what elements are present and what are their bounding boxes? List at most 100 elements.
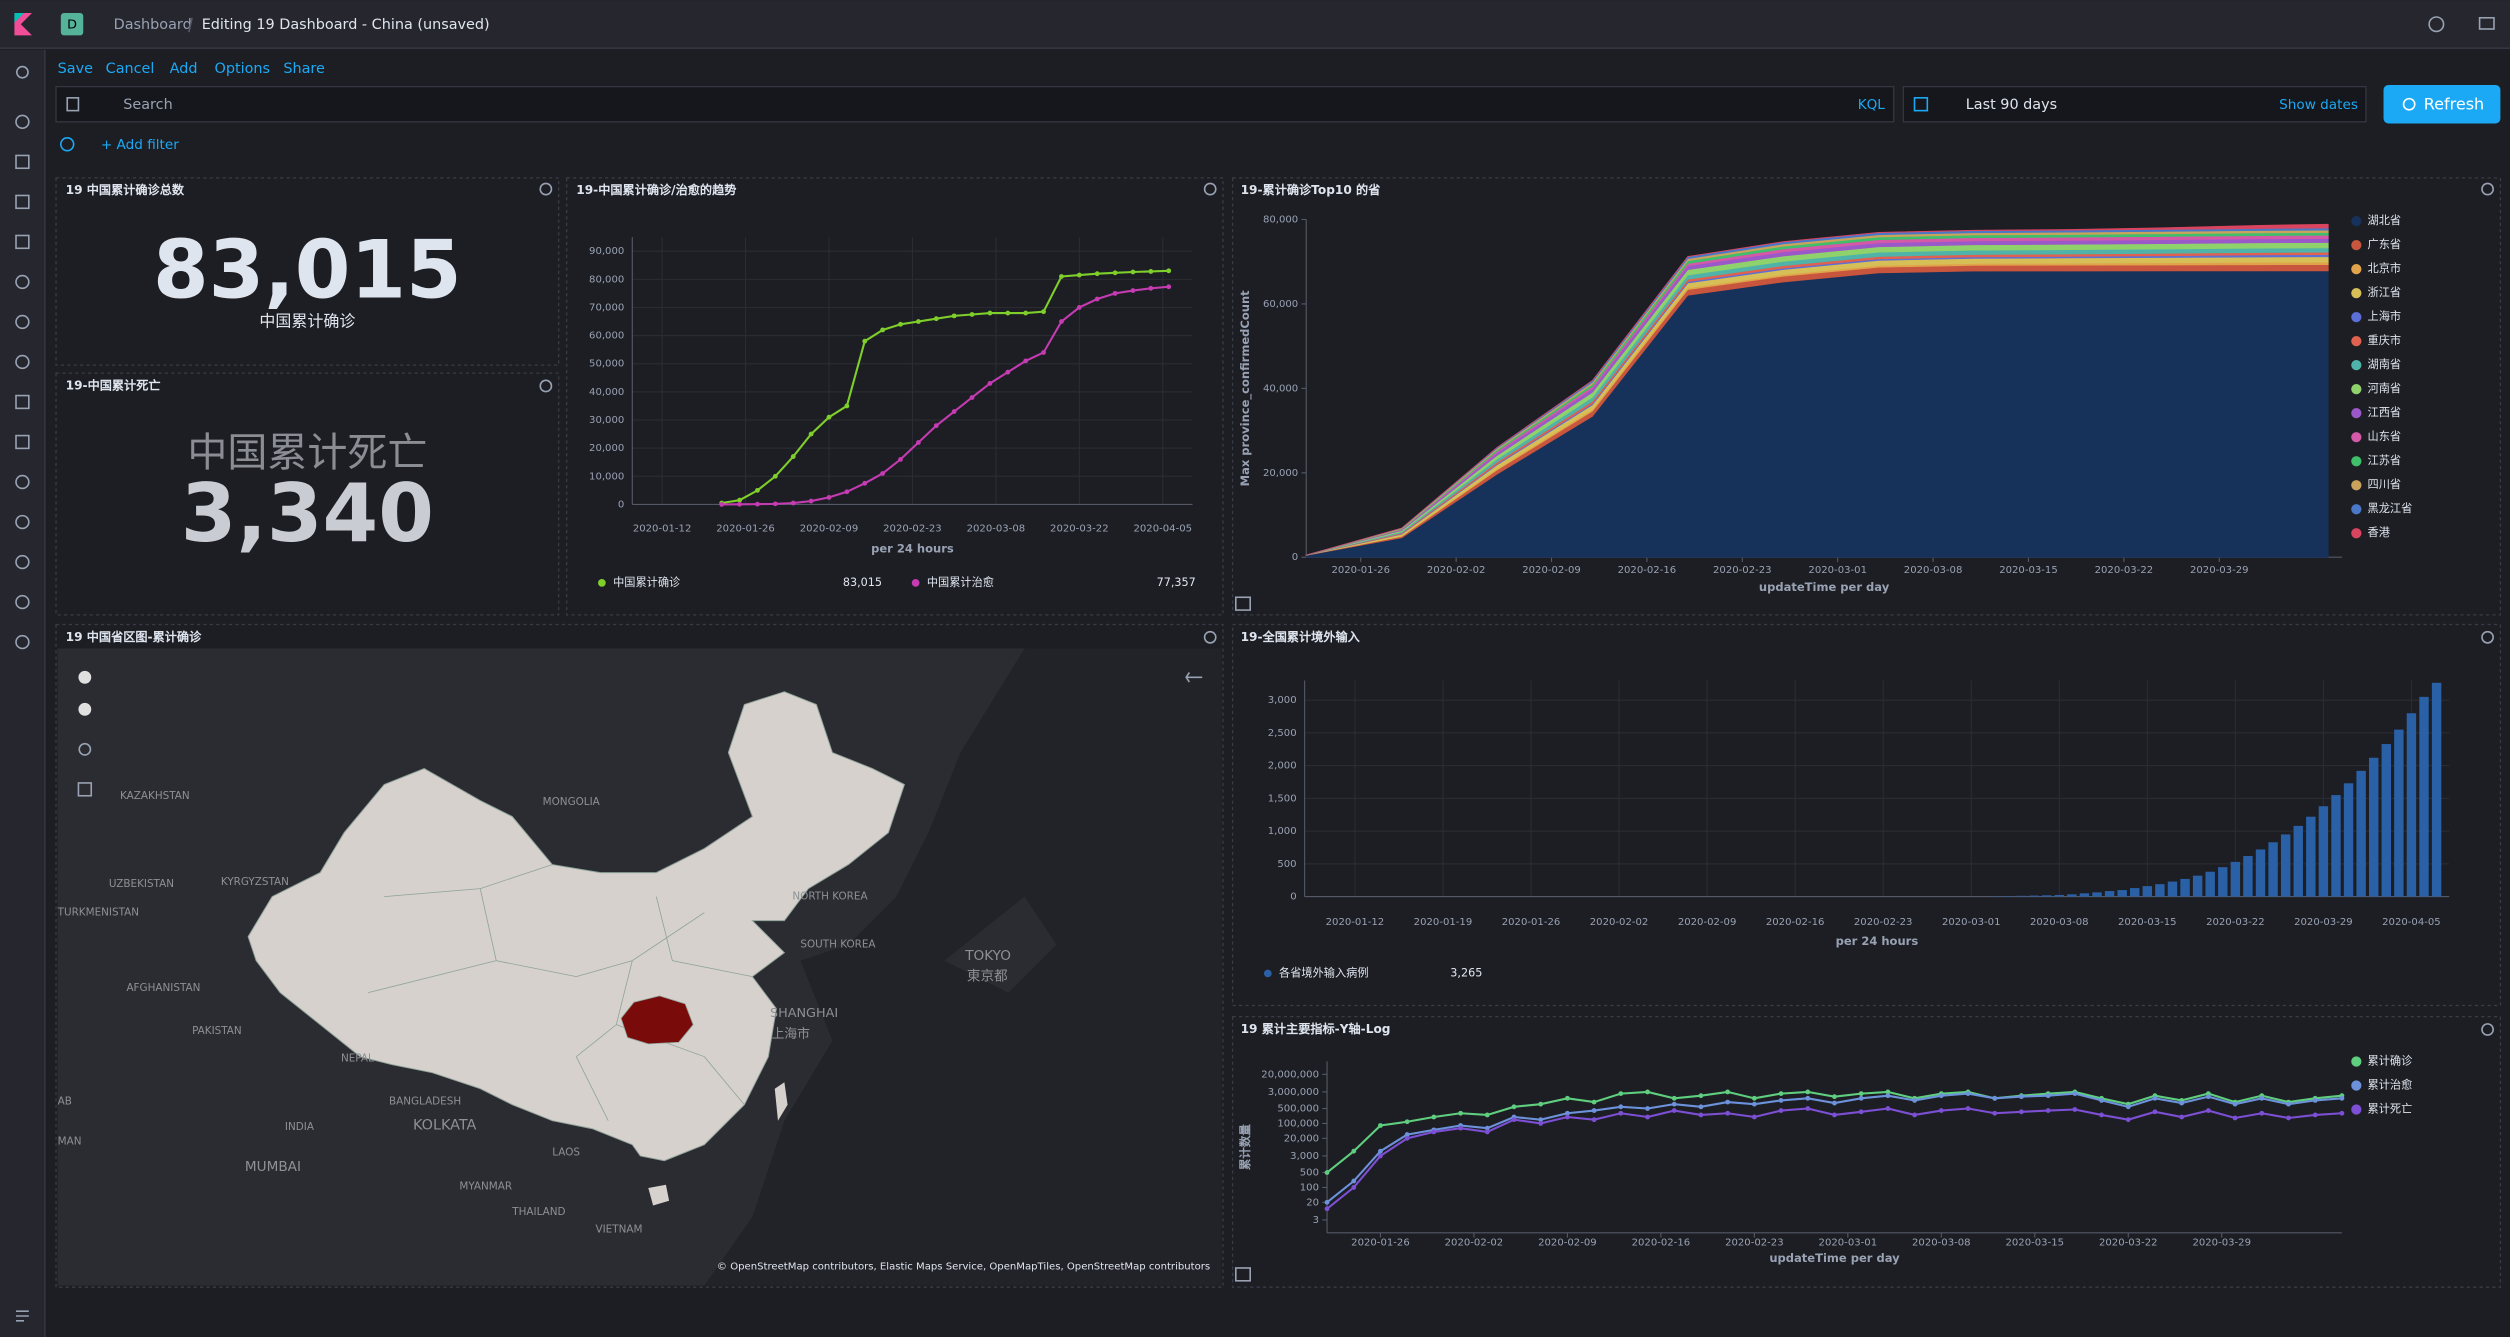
filter-icon[interactable] (60, 137, 75, 152)
point (2019, 1094, 2024, 1100)
kibana-logo[interactable] (14, 12, 33, 36)
nav-icon[interactable] (15, 474, 30, 490)
x-tick-label: 2020-02-23 (1854, 917, 1913, 928)
y-tick-label: 500 (1300, 1168, 1319, 1179)
nav-icon[interactable] (15, 194, 30, 210)
date-picker[interactable] (1902, 85, 2367, 123)
point (790, 454, 796, 459)
nav-icon[interactable] (15, 154, 30, 170)
y-tick-label: 1,000 (1268, 826, 1297, 837)
breadcrumb-root[interactable]: Dashboard (114, 17, 192, 33)
nav-icon[interactable] (15, 594, 30, 610)
panel-gear[interactable] (1203, 630, 1217, 644)
legend-label: 累计确诊 (2368, 1053, 2413, 1067)
query-language[interactable]: KQL (1858, 97, 1886, 113)
panel-gear[interactable] (539, 379, 553, 393)
zoom-out[interactable] (78, 702, 92, 716)
zoom-in[interactable] (78, 670, 92, 684)
panel-gear[interactable] (2481, 1023, 2494, 1036)
nav-icon[interactable] (15, 514, 30, 530)
menu-add[interactable]: Add (170, 61, 198, 77)
bar (2268, 842, 2278, 897)
panel (55, 372, 560, 616)
nav-icon[interactable] (15, 394, 30, 410)
legend-swatch (2351, 528, 2362, 539)
point (969, 312, 975, 317)
point (987, 310, 993, 316)
y-tick-label: 100,000 (1277, 1118, 1319, 1129)
point (2125, 1104, 2131, 1110)
x-tick-label: 2020-03-08 (967, 523, 1026, 534)
point (951, 409, 957, 414)
saved-query-icon[interactable] (66, 97, 80, 112)
x-tick-label: 2020-04-05 (2382, 917, 2441, 928)
map-label: 東京都 (967, 969, 1008, 985)
show-dates[interactable]: Show dates (2279, 97, 2358, 113)
panel-gear[interactable] (1203, 182, 1217, 196)
point (1148, 269, 1154, 274)
fit-bounds[interactable] (78, 742, 92, 756)
china[interactable] (247, 691, 906, 1162)
line (721, 285, 1169, 506)
legend-toggle[interactable] (1234, 1267, 1251, 1282)
menu-options[interactable]: Options (215, 61, 271, 77)
nav-icon[interactable] (15, 114, 30, 130)
x-axis-title: updateTime per day (1759, 580, 1890, 594)
x-tick-label: 2020-01-26 (716, 523, 775, 534)
point (1885, 1089, 1891, 1095)
nav-icon[interactable] (16, 65, 29, 79)
nav-icon[interactable] (15, 234, 30, 250)
calendar-icon[interactable] (1913, 97, 1929, 112)
legend-label: 湖南省 (2368, 357, 2402, 371)
mail-icon[interactable] (2478, 16, 2495, 30)
x-tick-label: 2020-02-09 (1538, 1237, 1597, 1248)
hubei[interactable] (620, 995, 694, 1045)
point (1484, 1125, 1490, 1131)
point (1832, 1112, 1837, 1118)
space-badge[interactable] (60, 12, 84, 36)
map[interactable]: KAZAKHSTAN MONGOLIA KYRGYZSTAN UZBEKISTA… (57, 648, 1222, 1286)
panel-gear[interactable] (2481, 182, 2494, 196)
nav-icon[interactable] (15, 314, 30, 330)
time-range[interactable]: Last 90 days (1966, 97, 2057, 113)
menu-share[interactable]: Share (283, 61, 325, 77)
point (1698, 1112, 1704, 1118)
help-icon[interactable] (2428, 16, 2445, 33)
menu-cancel[interactable]: Cancel (106, 61, 155, 77)
add-filter[interactable]: + Add filter (101, 137, 179, 153)
layer-toggle[interactable] (1185, 672, 1203, 683)
y-tick-label: 40,000 (1263, 383, 1298, 394)
point (1041, 309, 1046, 315)
legend-label: 江苏省 (2368, 454, 2402, 467)
hainan[interactable] (648, 1184, 670, 1206)
taiwan[interactable] (774, 1082, 788, 1121)
panel-gear[interactable] (2481, 630, 2494, 644)
draw-tool[interactable] (77, 782, 93, 797)
nav-icon[interactable] (15, 434, 30, 450)
nav-icon[interactable] (15, 354, 30, 370)
panel-gear[interactable] (539, 182, 553, 196)
nav-icon[interactable] (15, 634, 30, 650)
y-tick-label: 500,000 (1277, 1104, 1319, 1115)
menu-save[interactable]: Save (58, 61, 93, 77)
search-input[interactable] (55, 85, 1895, 123)
point (933, 423, 939, 429)
map-label: MONGOLIA (543, 796, 601, 808)
x-tick-label: 2020-03-01 (1808, 565, 1867, 576)
x-tick-label: 2020-03-22 (1050, 523, 1109, 534)
point (1351, 1178, 1357, 1184)
map-label: LAOS (552, 1147, 580, 1159)
legend-swatch (2351, 215, 2362, 227)
bar (2029, 895, 2039, 897)
x-axis-title: updateTime per day (1769, 1251, 1900, 1265)
refresh-button[interactable] (2383, 85, 2501, 124)
bar (2092, 892, 2102, 897)
nav-icon[interactable] (15, 554, 30, 570)
point (2152, 1095, 2158, 1101)
area (1306, 223, 2329, 556)
nav-icon[interactable] (15, 274, 30, 290)
point (790, 500, 796, 506)
point (2045, 1108, 2051, 1113)
nav-collapse[interactable] (16, 1310, 29, 1322)
legend-toggle[interactable] (1234, 596, 1251, 611)
